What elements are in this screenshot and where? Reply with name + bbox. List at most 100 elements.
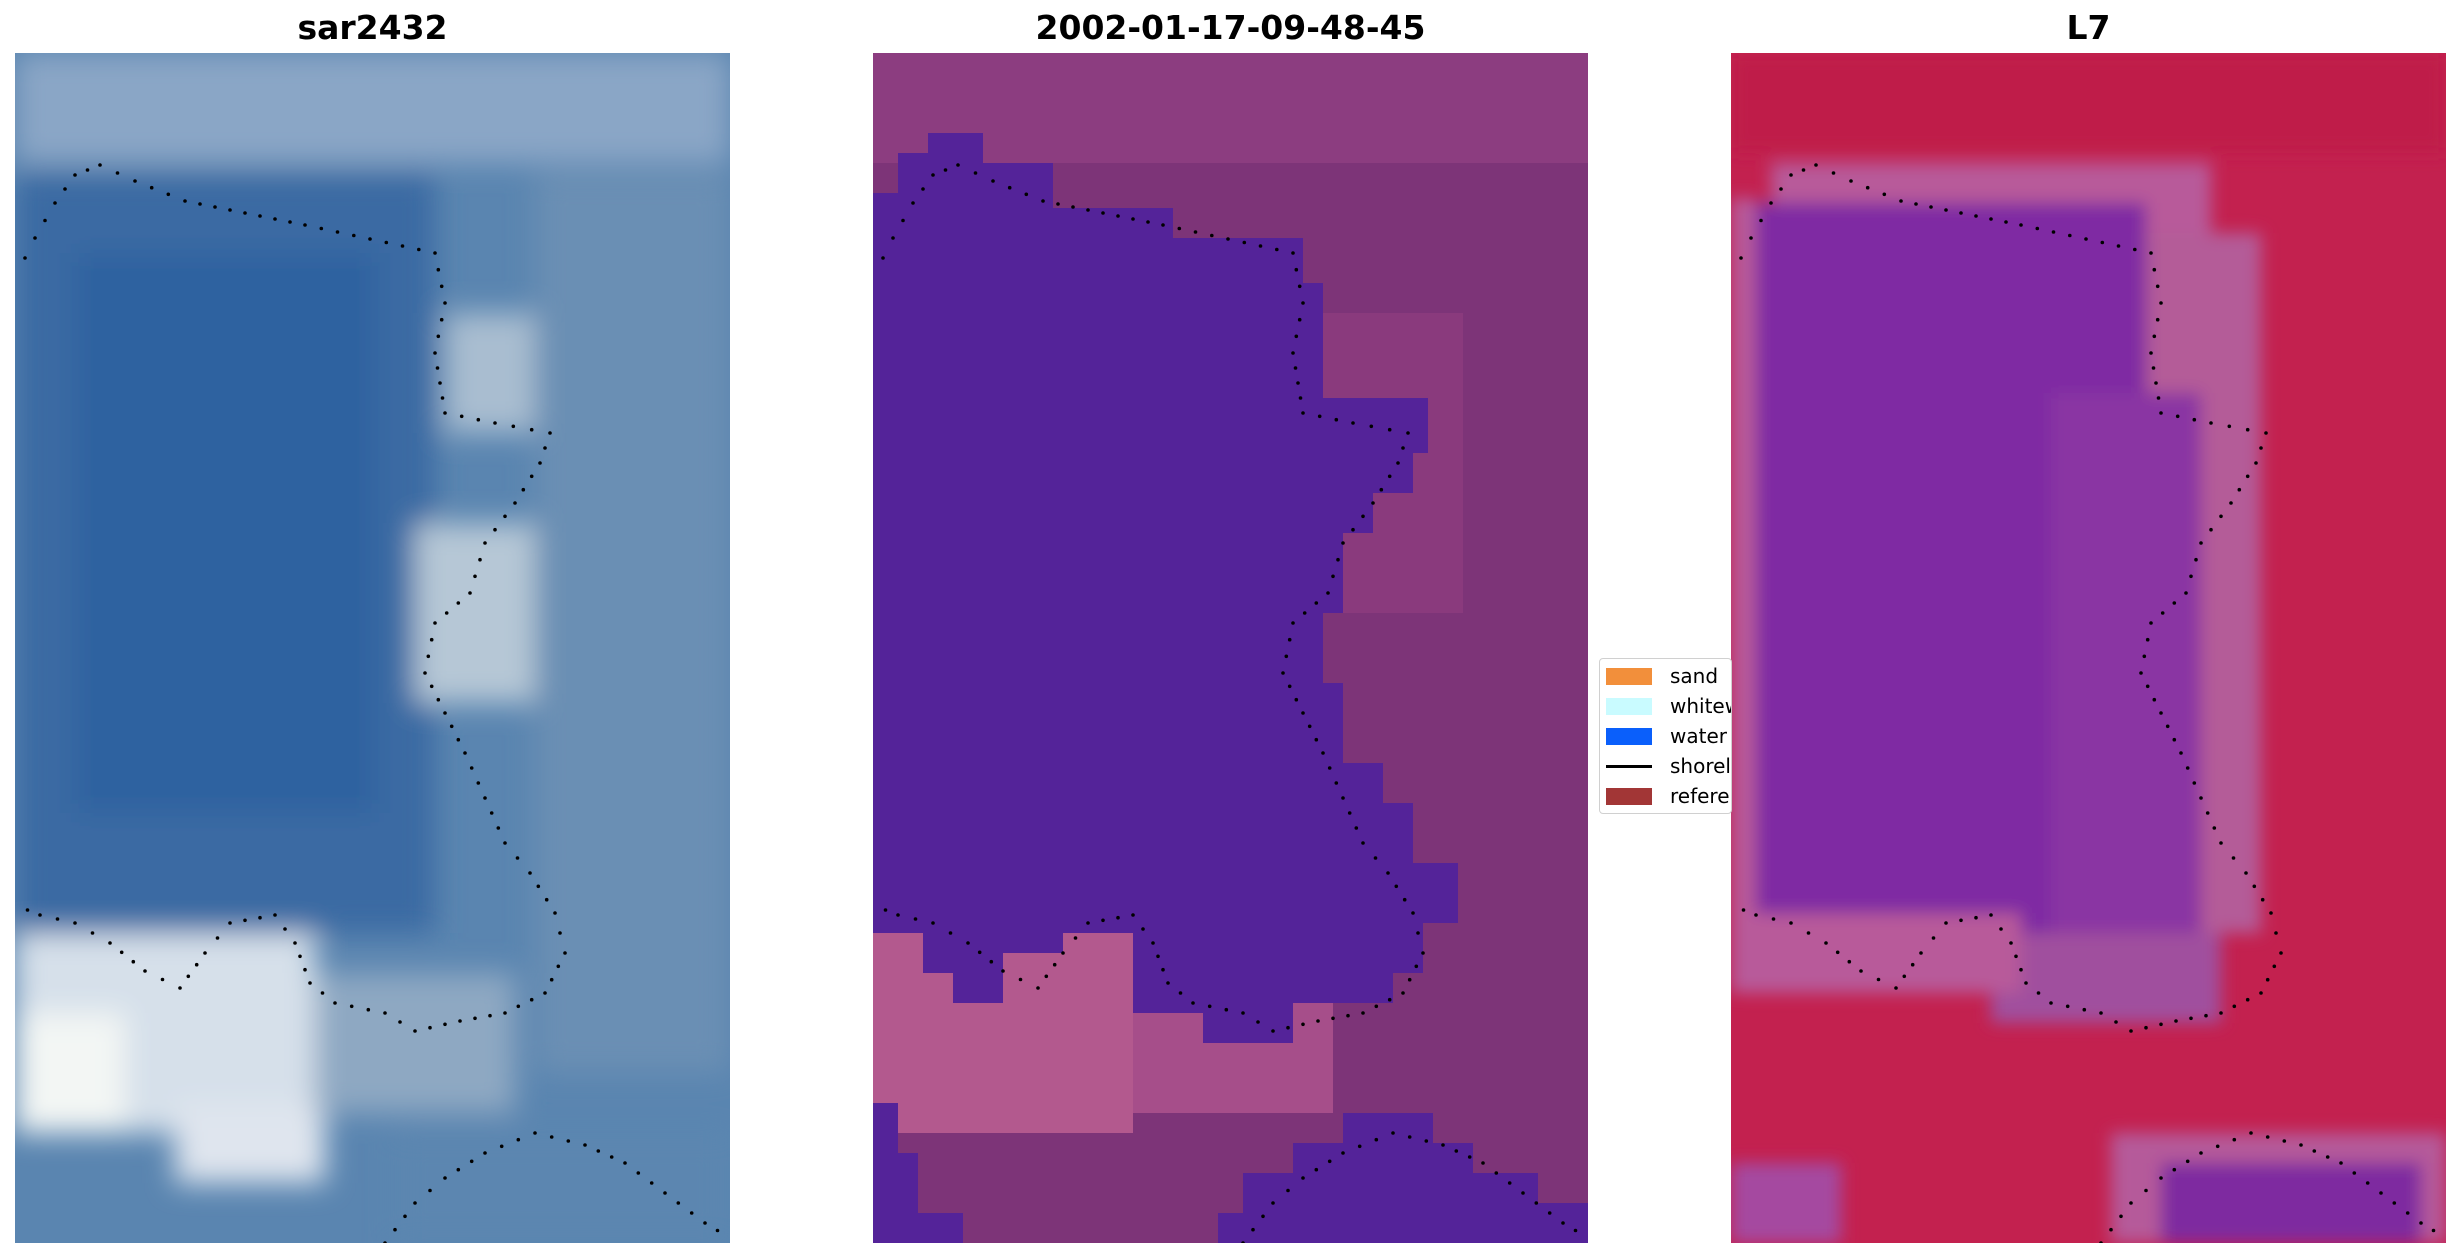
shoreline-dot <box>2159 301 2163 305</box>
shoreline-dot <box>2219 841 2223 845</box>
shoreline-dot <box>213 205 217 209</box>
shoreline-dot <box>1286 1188 1290 1193</box>
shoreline-dot <box>1387 474 1392 479</box>
shoreline-dot <box>73 921 77 925</box>
shoreline-dot <box>1061 951 1065 955</box>
shoreline-dot <box>2199 541 2203 545</box>
shoreline-dot <box>2149 251 2153 255</box>
shoreline-dot <box>298 954 302 959</box>
shoreline-dot <box>2194 557 2198 562</box>
shoreline-dot <box>366 1007 371 1012</box>
shoreline-dot <box>1401 991 1405 995</box>
shoreline-dot <box>1178 991 1183 995</box>
shoreline-dot <box>2129 1029 2133 1033</box>
shoreline-dot <box>2405 1211 2410 1215</box>
shoreline-dot <box>2431 1228 2436 1233</box>
whitewater-swatch <box>1606 697 1652 715</box>
shoreline-dot <box>1316 1019 1320 1023</box>
shoreline-dot <box>1258 244 1263 248</box>
water-swatch <box>1606 727 1652 745</box>
shoreline-dot <box>2160 611 2165 615</box>
shoreline-dot <box>1341 541 1345 545</box>
shoreline-dot <box>896 913 900 917</box>
shoreline-dot <box>443 411 447 415</box>
shoreline-dot <box>1974 915 1978 920</box>
shoreline-dot <box>131 959 136 964</box>
classified-image <box>873 53 1588 1243</box>
shoreline-dot <box>2279 951 2283 955</box>
shoreline-dot <box>1481 1161 1485 1165</box>
shoreline-dot <box>186 974 191 979</box>
shoreline-dot <box>1334 417 1339 422</box>
shoreline-dot <box>435 366 440 370</box>
shoreline-dot <box>2339 1161 2343 1165</box>
shoreline-dot <box>715 1228 720 1233</box>
shoreline-dot <box>948 931 953 935</box>
shoreline-dot <box>1914 202 1918 206</box>
shoreline-dot <box>1116 214 1120 218</box>
shoreline-dot <box>1414 964 1419 969</box>
shoreline-dot <box>921 187 925 191</box>
shoreline-dot <box>609 1155 614 1159</box>
legend-item-sand: sand <box>1606 661 1731 691</box>
shoreline-dot <box>1327 766 1332 770</box>
shoreline-dot <box>243 918 247 923</box>
shoreline-dot <box>1207 1004 1212 1009</box>
shoreline-dot <box>476 781 481 785</box>
shoreline-dot <box>183 199 187 203</box>
shoreline-dot <box>349 1004 354 1009</box>
shoreline-dot <box>1131 913 1135 917</box>
shoreline-dot <box>417 247 421 252</box>
legend-label-water: water <box>1670 724 1727 748</box>
shoreline-dot <box>335 230 340 234</box>
shoreline-dot <box>1931 936 1936 940</box>
shoreline-dot <box>2116 244 2121 248</box>
shoreline-dot <box>2036 991 2041 995</box>
shoreline-dot <box>2252 884 2257 889</box>
shoreline-dot <box>1036 986 1040 990</box>
shoreline-dot <box>1284 654 1289 659</box>
shoreline-dot <box>2192 781 2197 785</box>
shoreline-dot <box>1161 223 1165 227</box>
shoreline-dot <box>529 427 534 432</box>
legend-label-shoreline: shoreline <box>1670 754 1731 778</box>
shoreline-dot <box>881 256 885 260</box>
legend-label-sand: sand <box>1670 664 1719 688</box>
shoreline-dot <box>243 211 247 215</box>
shoreline-dot <box>2232 1004 2237 1009</box>
shoreline-dot <box>2172 1167 2177 1172</box>
shoreline-dot <box>943 168 948 172</box>
shoreline-dot <box>483 796 487 800</box>
shoreline-dot <box>469 1159 474 1164</box>
shoreline-dot <box>2312 1149 2317 1153</box>
shoreline-dot <box>33 236 37 240</box>
shoreline-dot <box>228 208 232 212</box>
shoreline-dot <box>319 226 324 231</box>
shoreline-dot <box>178 986 182 990</box>
shoreline-dot <box>55 917 60 921</box>
shoreline-dot <box>1251 1227 1255 1232</box>
shoreline-dot <box>1131 217 1135 221</box>
shoreline-dot <box>1835 950 1840 955</box>
shoreline-dot <box>2019 223 2023 227</box>
shoreline-dot <box>891 236 895 240</box>
shoreline-dot <box>549 977 554 982</box>
shoreline-dot <box>558 931 562 935</box>
shoreline-dot <box>458 1019 462 1023</box>
shoreline-dot <box>549 1135 554 1139</box>
shoreline-dot <box>1999 927 2003 931</box>
shoreline-dot <box>2227 424 2232 429</box>
shoreline-dot <box>1754 913 1758 917</box>
shoreline-dot <box>1301 411 1305 415</box>
shoreline-dot <box>1779 187 1783 191</box>
shoreline-dot <box>1374 1137 1379 1142</box>
shoreline-dot <box>2068 233 2072 238</box>
shoreline-dot <box>2004 220 2008 224</box>
shoreline-dot <box>85 168 90 172</box>
shoreline-dot <box>1882 192 1887 197</box>
shoreline-dot <box>1301 1176 1305 1180</box>
shoreline-dot <box>215 936 220 940</box>
shoreline-dot <box>503 514 507 519</box>
shoreline-dot <box>443 1022 447 1027</box>
